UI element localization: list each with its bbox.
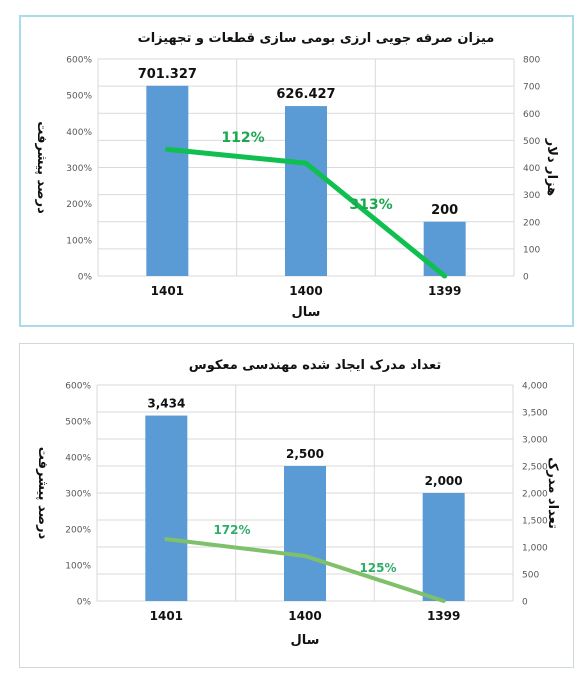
bar-1401: [146, 85, 189, 277]
x-tick-label: 1399: [428, 284, 461, 298]
bar-1399: [423, 221, 466, 276]
y2-tick-label: 200%: [66, 200, 92, 210]
bar-value-label: 701.327: [138, 67, 197, 82]
chart-panel-documents: تعداد مدرک ایجاد شده مهندسی معکوس 0% 100% 2…: [19, 343, 574, 668]
y-tick-label: 1,000: [522, 544, 548, 554]
y2-tick-label: 400%: [66, 128, 92, 138]
y-tick-label: 300: [523, 191, 540, 201]
y2-tick-label: 100%: [66, 236, 92, 246]
x-axis-title: سال: [291, 633, 320, 648]
y-tick-label: 400: [523, 164, 540, 174]
y2-tick-label: 0%: [77, 598, 92, 608]
bar-1399: [422, 493, 465, 601]
line-data-label: 172%: [213, 523, 250, 537]
y2-axis-title: درصد پیشرفت: [35, 447, 50, 540]
bar-1400: [284, 466, 326, 601]
bar-1400: [285, 106, 327, 277]
y-tick-label: 500: [522, 571, 539, 581]
y-tick-label: 3,500: [522, 409, 548, 419]
progress-line: [164, 537, 446, 603]
chart-documents-svg: تعداد مدرک ایجاد شده مهندسی معکوس 0% 100% 2…: [35, 358, 560, 648]
y2-tick-label: 100%: [65, 562, 91, 572]
chart-panel-savings: میزان صرفه جویی ارزی بومی سازی قطعات و ت…: [19, 15, 574, 327]
x-tick-label: 1400: [289, 284, 322, 298]
bar-value-label: 3,434: [147, 397, 185, 411]
line-data-label: 112%: [221, 130, 264, 146]
y2-axis-title: درصد پیشرفت: [34, 121, 49, 214]
y2-tick-label: 400%: [65, 454, 91, 464]
y-tick-label: 100: [523, 245, 540, 255]
line-data-label: 125%: [359, 561, 396, 575]
chart-title: میزان صرفه جویی ارزی بومی سازی قطعات و ت…: [138, 31, 495, 46]
y-axis-title: هزار دلار: [544, 138, 559, 196]
y2-tick-label: 600%: [65, 382, 91, 392]
y2-tick-label: 200%: [65, 526, 91, 536]
y-tick-label: 3,000: [522, 436, 548, 446]
y-tick-label: 2,500: [522, 463, 548, 473]
chart-savings-svg: میزان صرفه جویی ارزی بومی سازی قطعات و ت…: [34, 31, 559, 320]
bar-1401: [145, 415, 188, 601]
y2-tick-label: 600%: [66, 56, 92, 66]
y-tick-label: 0: [522, 598, 528, 608]
y-axis-title: تعداد مدرک: [545, 457, 560, 529]
y-tick-label: 0: [523, 273, 529, 283]
bar-value-label: 200: [431, 203, 458, 218]
bar-value-label: 2,500: [286, 447, 324, 461]
y-tick-label: 1,500: [522, 517, 548, 527]
y2-tick-label: 500%: [65, 418, 91, 428]
x-tick-label: 1399: [427, 609, 460, 623]
bar-value-label: 626.427: [276, 87, 335, 102]
y2-tick-label: 300%: [66, 164, 92, 174]
y-tick-label: 500: [523, 137, 540, 147]
x-tick-label: 1401: [151, 284, 184, 298]
y2-tick-label: 0%: [78, 273, 93, 283]
bar-value-label: 2,000: [425, 474, 463, 488]
y-tick-label: 600: [523, 110, 540, 120]
line-data-label: 313%: [349, 197, 392, 213]
y-tick-label: 700: [523, 83, 540, 93]
y2-tick-label: 500%: [66, 92, 92, 102]
y2-tick-label: 300%: [65, 490, 91, 500]
y-tick-label: 200: [523, 218, 540, 228]
y-tick-label: 2,000: [522, 490, 548, 500]
y-tick-label: 4,000: [522, 382, 548, 392]
chart-title: تعداد مدرک ایجاد شده مهندسی معکوس: [189, 358, 441, 373]
x-tick-label: 1401: [150, 609, 183, 623]
progress-line: [164, 146, 448, 279]
y-tick-label: 800: [523, 56, 540, 66]
x-axis-title: سال: [292, 305, 321, 320]
x-tick-label: 1400: [288, 609, 321, 623]
